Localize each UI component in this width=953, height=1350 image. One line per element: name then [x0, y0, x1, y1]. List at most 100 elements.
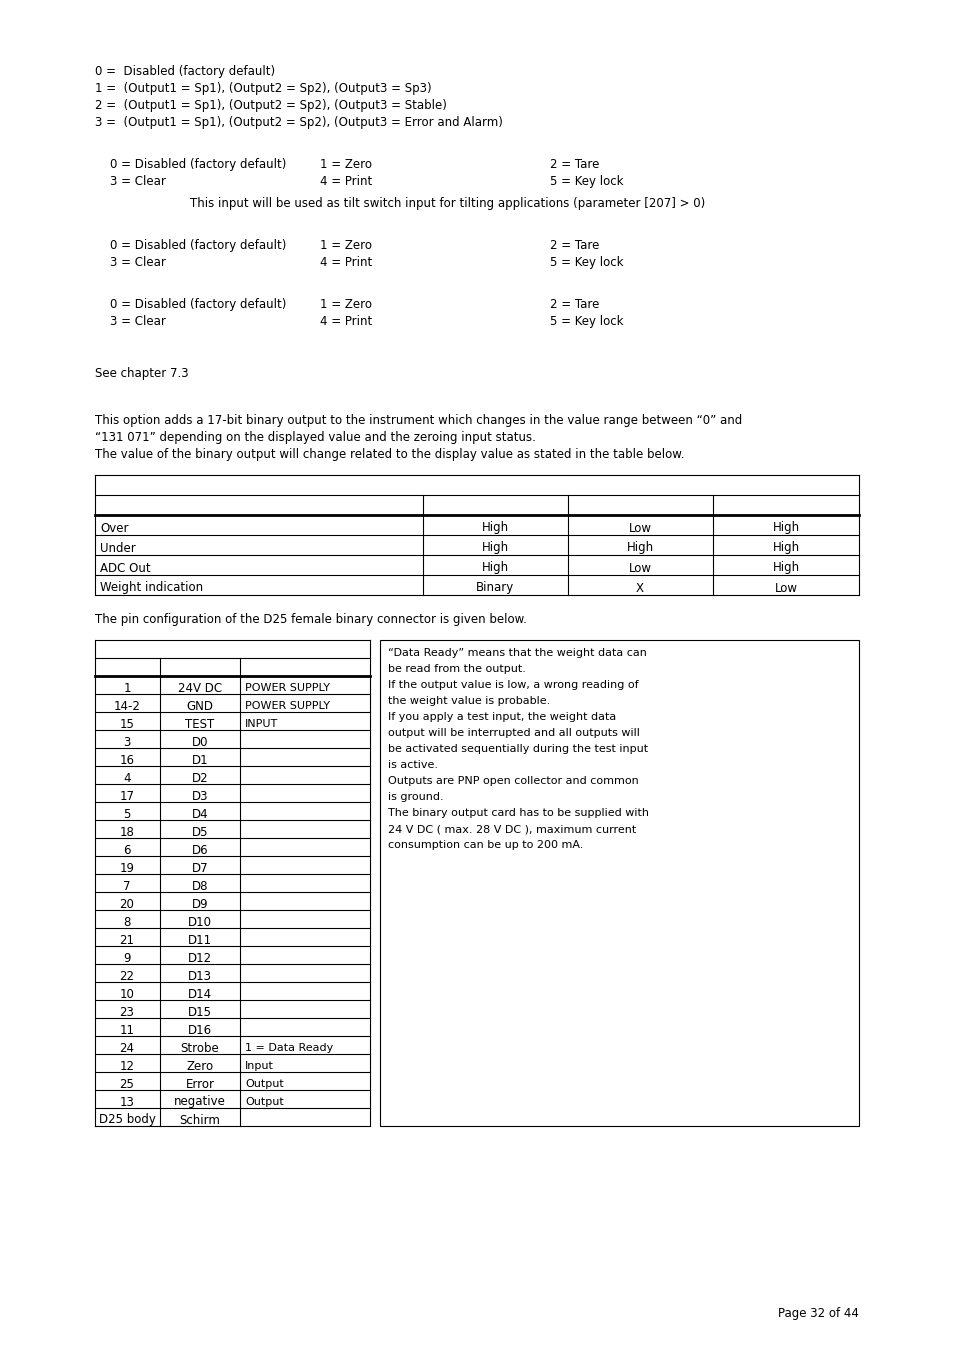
Text: D12: D12	[188, 952, 212, 964]
Text: 1 = Zero: 1 = Zero	[319, 158, 372, 171]
Text: 8: 8	[123, 915, 131, 929]
Text: 3 = Clear: 3 = Clear	[110, 256, 166, 269]
Text: Zero: Zero	[186, 1060, 213, 1072]
Text: 11: 11	[119, 1023, 134, 1037]
Text: Input: Input	[245, 1061, 274, 1071]
Text: D25 body: D25 body	[98, 1114, 155, 1126]
Text: D11: D11	[188, 933, 212, 946]
Text: 23: 23	[119, 1006, 134, 1018]
Text: High: High	[772, 562, 799, 575]
Text: High: High	[626, 541, 653, 555]
Text: 1 =  (Output1 = Sp1), (Output2 = Sp2), (Output3 = Sp3): 1 = (Output1 = Sp1), (Output2 = Sp2), (O…	[95, 82, 431, 94]
Text: 24: 24	[119, 1041, 134, 1054]
Text: High: High	[481, 541, 508, 555]
Text: D8: D8	[192, 879, 208, 892]
Text: 3: 3	[123, 736, 131, 748]
Text: 18: 18	[119, 825, 134, 838]
Text: 4 = Print: 4 = Print	[319, 256, 372, 269]
Text: This option adds a 17-bit binary output to the instrument which changes in the v: This option adds a 17-bit binary output …	[95, 414, 741, 427]
Text: Outputs are PNP open collector and common: Outputs are PNP open collector and commo…	[388, 776, 639, 786]
Text: 1: 1	[123, 682, 131, 694]
Text: 22: 22	[119, 969, 134, 983]
Text: Under: Under	[100, 541, 135, 555]
Text: 5 = Key lock: 5 = Key lock	[550, 176, 623, 188]
Text: High: High	[772, 541, 799, 555]
Text: D13: D13	[188, 969, 212, 983]
Text: 17: 17	[119, 790, 134, 802]
Text: POWER SUPPLY: POWER SUPPLY	[245, 683, 330, 693]
Text: 0 = Disabled (factory default): 0 = Disabled (factory default)	[110, 298, 286, 311]
Text: TEST: TEST	[185, 717, 214, 730]
Text: 2 = Tare: 2 = Tare	[550, 158, 598, 171]
Text: 15: 15	[119, 717, 134, 730]
Text: 2 = Tare: 2 = Tare	[550, 239, 598, 252]
Text: GND: GND	[186, 699, 213, 713]
Text: 0 = Disabled (factory default): 0 = Disabled (factory default)	[110, 239, 286, 252]
Text: 4 = Print: 4 = Print	[319, 315, 372, 328]
Text: High: High	[481, 562, 508, 575]
Text: D14: D14	[188, 987, 212, 1000]
Text: 20: 20	[119, 898, 134, 910]
Text: be activated sequentially during the test input: be activated sequentially during the tes…	[388, 744, 647, 755]
Text: 4 = Print: 4 = Print	[319, 176, 372, 188]
Text: Low: Low	[628, 562, 651, 575]
Text: Low: Low	[628, 521, 651, 535]
Text: the weight value is probable.: the weight value is probable.	[388, 697, 550, 706]
Text: Output: Output	[245, 1079, 283, 1089]
Text: consumption can be up to 200 mA.: consumption can be up to 200 mA.	[388, 840, 583, 850]
Text: X: X	[636, 582, 643, 594]
Text: D1: D1	[192, 753, 208, 767]
Text: 1 = Zero: 1 = Zero	[319, 298, 372, 311]
Text: 24V DC: 24V DC	[178, 682, 222, 694]
Text: If you apply a test input, the weight data: If you apply a test input, the weight da…	[388, 711, 616, 722]
Text: is active.: is active.	[388, 760, 437, 770]
Text: POWER SUPPLY: POWER SUPPLY	[245, 701, 330, 711]
Text: 4: 4	[123, 771, 131, 784]
Text: 21: 21	[119, 933, 134, 946]
Text: D5: D5	[192, 825, 208, 838]
Text: 5 = Key lock: 5 = Key lock	[550, 315, 623, 328]
Text: 2 =  (Output1 = Sp1), (Output2 = Sp2), (Output3 = Stable): 2 = (Output1 = Sp1), (Output2 = Sp2), (O…	[95, 99, 446, 112]
Text: 7: 7	[123, 879, 131, 892]
Text: 1 = Data Ready: 1 = Data Ready	[245, 1044, 333, 1053]
Text: D0: D0	[192, 736, 208, 748]
Text: D16: D16	[188, 1023, 212, 1037]
Text: 25: 25	[119, 1077, 134, 1091]
Text: Output: Output	[245, 1098, 283, 1107]
Text: This input will be used as tilt switch input for tilting applications (parameter: This input will be used as tilt switch i…	[190, 197, 704, 211]
Text: Weight indication: Weight indication	[100, 582, 203, 594]
Text: D2: D2	[192, 771, 208, 784]
Text: D7: D7	[192, 861, 208, 875]
Text: High: High	[481, 521, 508, 535]
Bar	[379, 640, 858, 1126]
Text: 9: 9	[123, 952, 131, 964]
Text: D6: D6	[192, 844, 208, 856]
Text: negative: negative	[173, 1095, 226, 1108]
Text: 3 =  (Output1 = Sp1), (Output2 = Sp2), (Output3 = Error and Alarm): 3 = (Output1 = Sp1), (Output2 = Sp2), (O…	[95, 116, 502, 130]
Text: 3 = Clear: 3 = Clear	[110, 315, 166, 328]
Text: Page 32 of 44: Page 32 of 44	[778, 1307, 858, 1320]
Text: Strobe: Strobe	[180, 1041, 219, 1054]
Text: High: High	[772, 521, 799, 535]
Text: See chapter 7.3: See chapter 7.3	[95, 367, 189, 379]
Text: 0 = Disabled (factory default): 0 = Disabled (factory default)	[110, 158, 286, 171]
Text: 10: 10	[119, 987, 134, 1000]
Text: The binary output card has to be supplied with: The binary output card has to be supplie…	[388, 809, 648, 818]
Text: D15: D15	[188, 1006, 212, 1018]
Text: D4: D4	[192, 807, 208, 821]
Text: D9: D9	[192, 898, 208, 910]
Text: Error: Error	[185, 1077, 214, 1091]
Text: If the output value is low, a wrong reading of: If the output value is low, a wrong read…	[388, 680, 638, 690]
Text: 13: 13	[119, 1095, 134, 1108]
Text: Binary: Binary	[476, 582, 514, 594]
Text: 19: 19	[119, 861, 134, 875]
Text: “131 071” depending on the displayed value and the zeroing input status.: “131 071” depending on the displayed val…	[95, 431, 536, 444]
Text: 5: 5	[123, 807, 131, 821]
Text: Low: Low	[774, 582, 797, 594]
Text: D3: D3	[192, 790, 208, 802]
Text: 6: 6	[123, 844, 131, 856]
Text: 12: 12	[119, 1060, 134, 1072]
Text: be read from the output.: be read from the output.	[388, 664, 525, 674]
Text: Over: Over	[100, 521, 129, 535]
Text: Schirm: Schirm	[179, 1114, 220, 1126]
